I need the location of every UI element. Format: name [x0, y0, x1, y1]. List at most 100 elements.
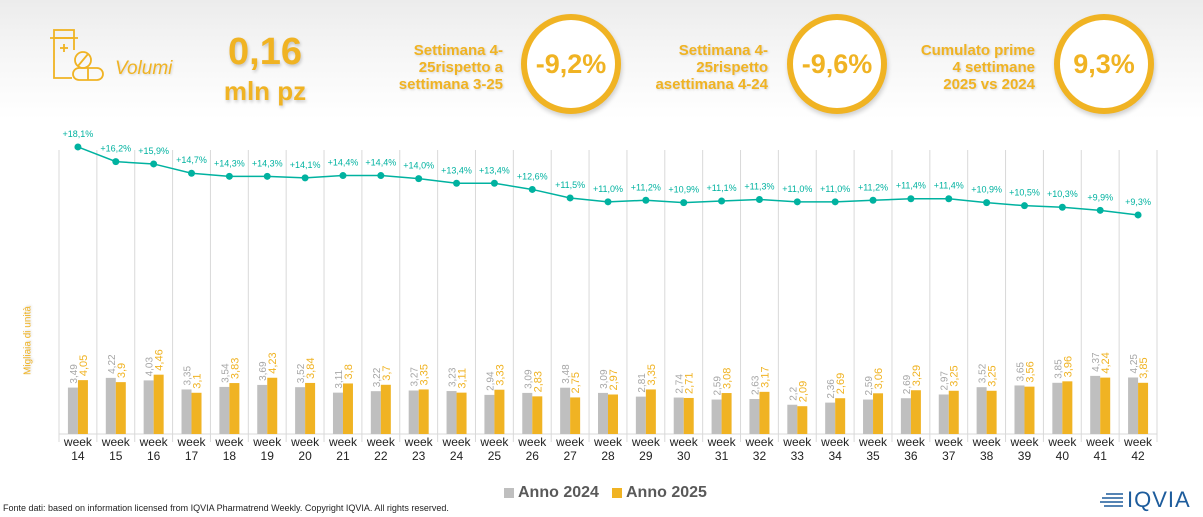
bar-2024: [938, 394, 949, 434]
bar-label-2025: 3,08: [722, 368, 734, 389]
bar-2024: [408, 390, 419, 434]
bar-2024: [560, 387, 571, 434]
bar-label-2025: 3,35: [646, 364, 658, 385]
x-tick-label: 26: [526, 449, 540, 463]
bar-label-2024: 4,25: [1129, 354, 1140, 374]
growth-point: [983, 199, 991, 207]
bar-2025: [267, 377, 278, 434]
bar-label-2025: 3,35: [419, 364, 431, 385]
growth-label: +14,3%: [214, 158, 245, 168]
kpi-desc-line: settimana 3-25: [398, 76, 503, 93]
x-tick-label: week: [1009, 435, 1039, 449]
growth-point: [453, 179, 461, 187]
x-tick-label: 31: [715, 449, 729, 463]
x-tick-label: 34: [828, 449, 842, 463]
growth-point: [869, 196, 877, 204]
growth-point: [301, 174, 309, 182]
bar-label-2025: 4,05: [78, 355, 90, 376]
bar-label-2024: 3,52: [978, 363, 989, 383]
growth-point: [1058, 203, 1066, 211]
growth-label: +9,3%: [1125, 197, 1151, 207]
growth-point: [1134, 211, 1142, 219]
iqvia-logo-icon: [1100, 493, 1123, 507]
bar-label-2024: 3,11: [334, 369, 345, 388]
x-tick-label: week: [896, 435, 926, 449]
bar-label-2024: 4,37: [1091, 352, 1102, 372]
bar-2025: [77, 380, 88, 434]
bar-2025: [1024, 386, 1035, 434]
bar-2024: [219, 386, 230, 434]
bar-2024: [332, 392, 343, 434]
x-tick-label: week: [820, 435, 850, 449]
legend-item-2025: Anno 2025: [612, 484, 707, 502]
bar-2025: [873, 393, 884, 434]
bar-2025: [797, 406, 808, 434]
bar-label-2024: 3,23: [448, 367, 459, 387]
kpi-desc-line: 25rispetto: [696, 59, 768, 76]
bar-2024: [181, 389, 192, 434]
x-tick-label: 39: [1018, 449, 1032, 463]
bar-2025: [645, 389, 656, 434]
growth-label: +14,7%: [176, 155, 207, 165]
growth-label: +13,4%: [441, 165, 472, 175]
kpi-yoy-desc: Settimana 4- 25rispetto asettimana 4-24: [650, 42, 768, 93]
growth-label: +11,0%: [782, 184, 812, 194]
bar-label-2024: 4,22: [107, 354, 118, 374]
growth-label: +11,4%: [896, 181, 926, 191]
growth-label: +10,9%: [971, 185, 1002, 195]
bar-label-2024: 3,22: [372, 367, 383, 387]
growth-point: [377, 172, 385, 180]
growth-label: +11,1%: [707, 183, 737, 193]
growth-label: +18,1%: [63, 130, 94, 139]
x-tick-label: 23: [412, 449, 426, 463]
bar-2025: [608, 394, 618, 434]
kpi-weekly-desc: Settimana 4- 25rispetto a settimana 3-25: [395, 42, 503, 93]
bar-label-2024: 3,54: [220, 363, 231, 383]
x-tick-label: week: [1123, 435, 1153, 449]
kpi-yoy-value: -9,6%: [787, 14, 887, 114]
growth-label: +11,4%: [934, 181, 964, 191]
bar-2025: [1062, 381, 1073, 434]
growth-label: +11,0%: [593, 184, 623, 194]
weekly-volume-chart: 3,494,05week144,223,9week154,034,46week1…: [58, 130, 1158, 463]
x-tick-label: week: [366, 435, 396, 449]
x-tick-label: 28: [601, 449, 615, 463]
bar-label-2024: 2,81: [637, 373, 648, 393]
bar-label-2024: 2,36: [826, 379, 837, 399]
growth-point: [74, 143, 82, 151]
growth-label: +16,2%: [100, 144, 131, 154]
bar-2024: [749, 399, 760, 434]
growth-label: +15,9%: [138, 146, 169, 156]
bar-label-2025: 3,17: [759, 366, 771, 387]
bar-label-2025: 3,83: [229, 358, 241, 379]
growth-label: +11,2%: [631, 182, 661, 192]
x-tick-label: week: [934, 435, 964, 449]
bar-2024: [446, 391, 457, 434]
bar-2025: [570, 397, 581, 434]
x-tick-label: 24: [450, 449, 464, 463]
bar-label-2024: 3,09: [523, 369, 534, 389]
x-tick-label: week: [404, 435, 434, 449]
bar-label-2024: 3,27: [410, 367, 421, 387]
x-tick-label: week: [328, 435, 358, 449]
bar-2024: [900, 398, 911, 434]
growth-point: [1096, 206, 1104, 214]
bar-label-2024: 3,49: [69, 364, 80, 384]
growth-label: +11,0%: [820, 184, 850, 194]
x-tick-label: 30: [677, 449, 691, 463]
x-tick-label: 36: [904, 449, 918, 463]
volume-value: 0,16: [228, 31, 302, 73]
bar-label-2024: 3,48: [561, 364, 572, 384]
bar-label-2024: 3,65: [1015, 362, 1026, 382]
kpi-cumulative-desc: Cumulato prime 4 settimane 2025 vs 2024: [910, 42, 1035, 93]
bar-label-2025: 2,75: [570, 372, 582, 393]
legend-label-2024: Anno 2024: [518, 484, 599, 501]
bar-2025: [835, 398, 846, 434]
x-tick-label: 41: [1094, 449, 1108, 463]
kpi-desc-line: asettimana 4-24: [655, 76, 768, 93]
bar-label-2024: 3,69: [258, 361, 269, 381]
x-tick-label: 16: [147, 449, 161, 463]
x-tick-label: week: [972, 435, 1002, 449]
growth-label: +11,3%: [744, 182, 774, 192]
bar-2024: [257, 384, 268, 434]
